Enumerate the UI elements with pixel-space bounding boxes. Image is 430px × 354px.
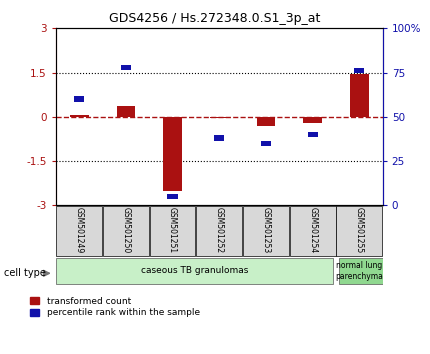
Text: GSM501252: GSM501252: [215, 207, 224, 253]
Bar: [210, 117, 229, 118]
Text: GSM501250: GSM501250: [121, 207, 130, 253]
Bar: [117, 107, 135, 117]
Text: GSM501255: GSM501255: [355, 207, 364, 253]
Bar: [354, 68, 365, 74]
Bar: [103, 206, 149, 256]
Text: GSM501254: GSM501254: [308, 207, 317, 253]
Text: cell type: cell type: [4, 268, 46, 278]
Legend: transformed count, percentile rank within the sample: transformed count, percentile rank withi…: [30, 297, 200, 317]
Bar: [257, 117, 275, 126]
Bar: [150, 206, 196, 256]
Bar: [303, 117, 322, 123]
Text: normal lung
parenchyma: normal lung parenchyma: [335, 261, 383, 280]
Bar: [307, 132, 318, 137]
Bar: [337, 206, 382, 256]
Text: GSM501253: GSM501253: [261, 207, 270, 253]
Bar: [163, 117, 182, 190]
Bar: [167, 194, 178, 199]
Bar: [290, 206, 335, 256]
Bar: [121, 65, 131, 70]
Text: GDS4256 / Hs.272348.0.S1_3p_at: GDS4256 / Hs.272348.0.S1_3p_at: [109, 12, 321, 25]
Bar: [350, 74, 369, 117]
Bar: [197, 206, 242, 256]
Bar: [70, 115, 89, 117]
Bar: [56, 206, 102, 256]
Bar: [214, 135, 224, 141]
Text: GSM501251: GSM501251: [168, 207, 177, 253]
Text: GSM501249: GSM501249: [75, 207, 84, 253]
Bar: [74, 97, 84, 102]
Bar: [243, 206, 289, 256]
Bar: [261, 141, 271, 146]
Bar: [339, 258, 383, 284]
Text: caseous TB granulomas: caseous TB granulomas: [141, 266, 248, 275]
Bar: [56, 258, 333, 284]
